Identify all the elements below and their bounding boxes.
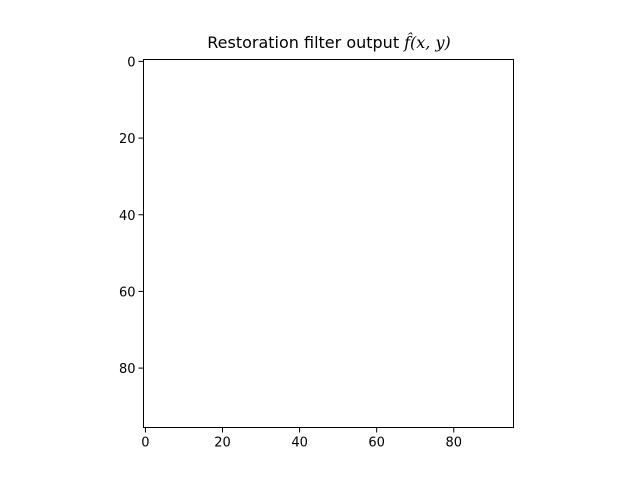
- x-tick-label: 20: [214, 436, 231, 451]
- x-tick-label: 40: [291, 436, 308, 451]
- axis-ticks: 0 20 40 60 80 0 20 40 60 80: [119, 55, 462, 450]
- y-tick-label: 0: [127, 55, 135, 70]
- y-tick-label: 60: [119, 285, 136, 300]
- x-tick-label: 0: [141, 436, 149, 451]
- y-tick-label: 40: [119, 209, 136, 224]
- chart-title-math: f̂(x, y): [403, 33, 451, 52]
- x-tick-label: 60: [368, 436, 385, 451]
- chart-title: Restoration filter output f̂(x, y): [207, 33, 450, 52]
- y-tick-label: 80: [119, 362, 136, 377]
- y-tick-label: 20: [119, 132, 136, 147]
- chart-title-text: Restoration filter output: [207, 33, 399, 52]
- image-area: [143, 59, 514, 428]
- axes-frame: [143, 59, 514, 428]
- x-tick-label: 80: [445, 436, 462, 451]
